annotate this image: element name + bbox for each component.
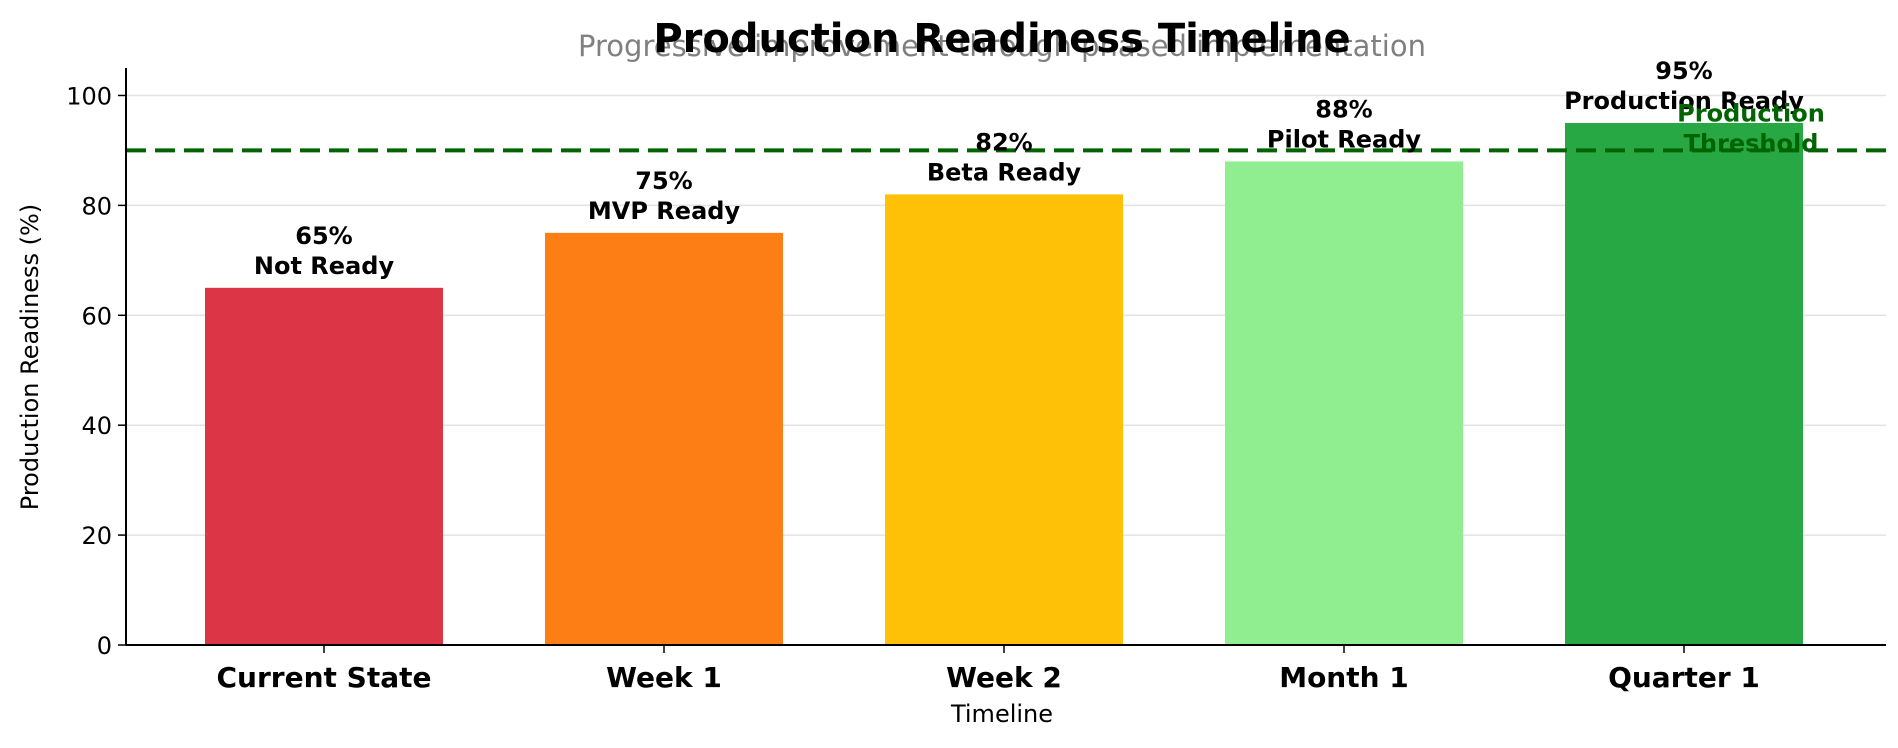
bar <box>1565 122 1803 645</box>
y-ticks: 0 20 40 60 80 100 <box>66 82 126 660</box>
bar-status-label: Pilot Ready <box>1267 125 1421 153</box>
bar-value-label: 65% <box>295 222 352 250</box>
x-tick-label: Quarter 1 <box>1608 661 1760 694</box>
bar <box>1225 161 1463 645</box>
x-ticks: Current State Week 1 Week 2 Month 1 Quarter … <box>217 645 1760 694</box>
x-tick-label: Current State <box>217 661 432 694</box>
y-tick-label: 100 <box>66 82 112 110</box>
bar <box>205 287 443 645</box>
threshold-label-line: Production <box>1677 99 1825 127</box>
bar-status-label: Not Ready <box>254 252 395 280</box>
y-tick-label: 40 <box>81 412 112 440</box>
bar <box>545 232 783 645</box>
bar-value-label: 75% <box>635 167 692 195</box>
threshold-label-line: Threshold <box>1684 129 1819 157</box>
bars <box>205 122 1803 645</box>
y-tick-label: 0 <box>97 632 112 660</box>
threshold-label: Production Threshold <box>1677 99 1825 157</box>
bar-value-label: 82% <box>975 128 1032 156</box>
x-axis-label: Timeline <box>950 700 1053 728</box>
x-tick-label: Week 1 <box>606 661 722 694</box>
bar-value-label: 95% <box>1655 57 1712 85</box>
axes <box>125 68 1886 646</box>
x-tick-label: Week 2 <box>946 661 1062 694</box>
bar-status-label: Beta Ready <box>927 158 1082 186</box>
chart-title: Production Readiness Timeline <box>653 16 1350 62</box>
x-tick-label: Month 1 <box>1279 661 1409 694</box>
y-axis-label: Production Readiness (%) <box>16 204 44 510</box>
bar <box>885 194 1123 645</box>
y-tick-label: 60 <box>81 302 112 330</box>
y-tick-label: 80 <box>81 192 112 220</box>
bar-status-label: Production Ready <box>1564 87 1804 115</box>
bar-value-label: 88% <box>1315 95 1372 123</box>
chart-subtitle: Progressive improvement through phased i… <box>578 29 1426 63</box>
bar-status-label: MVP Ready <box>588 197 741 225</box>
y-tick-label: 20 <box>81 522 112 550</box>
